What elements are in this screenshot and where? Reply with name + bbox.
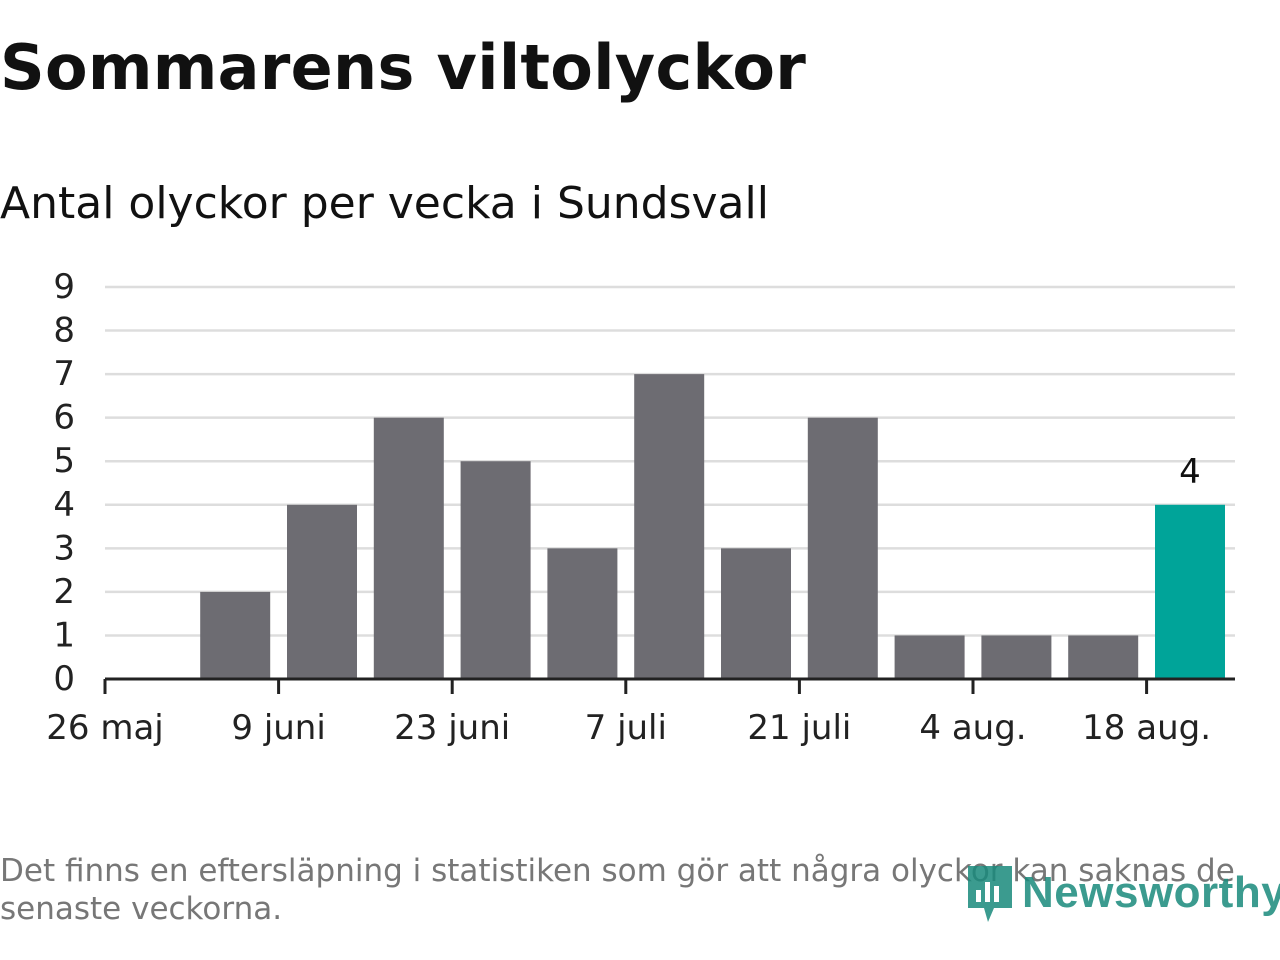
x-tick-label: 9 juni: [231, 708, 325, 748]
y-tick-label: 7: [53, 354, 75, 394]
chart-subtitle: Antal olyckor per vecka i Sundsvall: [0, 178, 769, 229]
x-tick-label: 7 juli: [585, 708, 667, 748]
bar: [200, 591, 271, 679]
x-tick-label: 21 juli: [747, 708, 851, 748]
x-tick-label: 23 juni: [394, 708, 510, 748]
y-tick-label: 1: [53, 615, 75, 655]
bar: [1068, 635, 1139, 679]
y-tick-label: 9: [53, 267, 75, 307]
y-tick-label: 5: [53, 441, 75, 481]
y-tick-label: 3: [53, 528, 75, 568]
brand-name: Newsworthy: [1022, 868, 1280, 917]
x-tick-label: 4 aug.: [919, 708, 1026, 748]
footnote: Det finns en eftersläpning i statistiken…: [0, 853, 1235, 927]
bar: [894, 635, 965, 679]
bar: [287, 504, 357, 679]
bar: [634, 374, 705, 679]
bar: [460, 461, 531, 679]
y-tick-label: 4: [53, 485, 75, 525]
newsworthy-logo: Newsworthy: [964, 858, 1280, 928]
newsworthy-logo-icon: [968, 866, 1012, 922]
y-tick-label: 8: [53, 311, 75, 351]
bar: [373, 417, 444, 679]
bar: [981, 635, 1052, 679]
bar: [1155, 504, 1225, 679]
y-tick-label: 2: [53, 572, 75, 612]
bar: [807, 417, 878, 679]
bar: [721, 548, 791, 679]
bar: [547, 548, 618, 679]
x-tick-label: 26 maj: [46, 708, 163, 748]
y-tick-label: 0: [53, 659, 75, 699]
x-tick-label: 18 aug.: [1082, 708, 1211, 748]
chart-title: Sommarens viltolyckor: [0, 31, 807, 104]
data-label: 4: [1179, 452, 1201, 492]
y-tick-label: 6: [53, 398, 75, 438]
